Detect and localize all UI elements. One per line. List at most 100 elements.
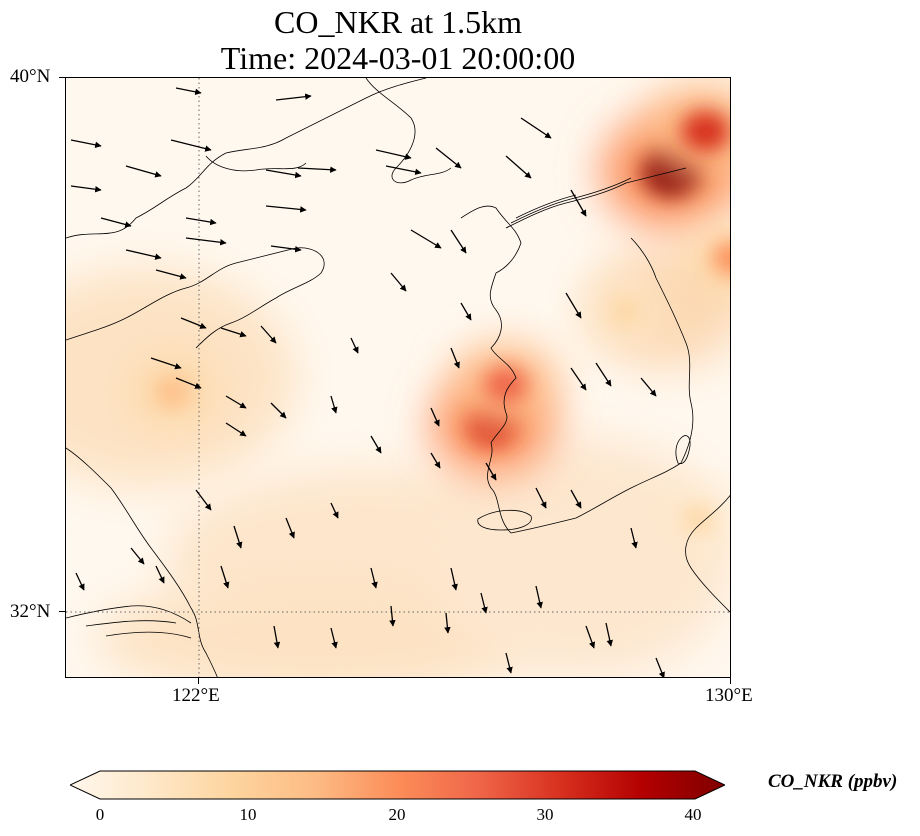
xtick-mark-122 <box>198 678 199 684</box>
wind-arrow <box>265 169 302 179</box>
wind-arrow <box>125 249 162 260</box>
xtick-label-122: 122°E <box>172 685 220 706</box>
wind-arrow <box>297 166 337 173</box>
map-title-line1: CO_NKR at 1.5km <box>274 4 522 40</box>
wind-arrow <box>430 407 440 427</box>
colorbar-tick-40: 40 <box>684 805 702 824</box>
wind-arrow <box>273 625 281 649</box>
wind-arrow <box>130 547 145 565</box>
wind-arrow <box>435 147 462 169</box>
wind-arrow <box>270 245 302 253</box>
concentration-hotspot <box>136 361 209 422</box>
map-canvas <box>66 78 730 677</box>
wind-arrow <box>585 625 596 649</box>
colorbar-tick-30: 30 <box>536 805 554 824</box>
wind-arrow <box>175 377 202 389</box>
gridlines <box>66 78 730 677</box>
wind-arrow <box>460 302 472 321</box>
wind-arrow <box>225 395 247 409</box>
wind-arrow <box>535 487 547 509</box>
wind-arrow <box>155 565 165 584</box>
wind-arrow <box>389 605 396 627</box>
wind-arrow <box>640 377 657 397</box>
wind-arrow <box>450 229 467 254</box>
wind-arrow <box>75 572 85 591</box>
wind-arrow <box>570 189 587 217</box>
wind-arrow <box>370 567 378 589</box>
ytick-label-40: 40°N <box>10 66 51 87</box>
ytick-mark-40 <box>59 77 65 78</box>
wind-arrow <box>410 229 442 249</box>
wind-arrow <box>70 139 102 149</box>
wind-arrow <box>233 525 243 549</box>
colorbar-tick-0: 0 <box>95 805 105 824</box>
colorbar-title: CO_NKR (ppbv) <box>768 771 898 792</box>
wind-arrow <box>100 217 132 228</box>
wind-arrow <box>595 362 612 387</box>
colorbar-tick-10: 10 <box>239 805 257 824</box>
ytick-label-32: 32°N <box>10 601 51 622</box>
wind-arrow <box>450 567 458 591</box>
background-concentration-patch <box>96 578 536 677</box>
wind-arrow <box>285 517 295 539</box>
wind-arrow <box>70 185 102 193</box>
wind-arrow <box>370 435 382 454</box>
wind-arrow <box>485 462 497 481</box>
concentration-hotspot <box>667 492 730 545</box>
wind-arrow <box>630 527 638 549</box>
colorbar <box>70 770 725 800</box>
wind-arrow <box>535 585 543 609</box>
wind-arrow <box>195 489 212 511</box>
map-panel <box>65 77 731 678</box>
wind-arrow <box>125 165 162 178</box>
wind-arrow <box>570 367 587 391</box>
xtick-mark-130 <box>730 678 731 684</box>
wind-arrow <box>350 337 359 354</box>
wind-arrow <box>570 489 582 509</box>
wind-arrow <box>330 627 338 649</box>
concentration-field <box>66 85 730 677</box>
wind-arrow <box>185 237 227 246</box>
concentration-hotspot <box>688 222 730 295</box>
wind-arrow <box>565 292 582 319</box>
xtick-label-130: 130°E <box>705 685 753 706</box>
concentration-hotspot <box>648 85 730 178</box>
wind-arrow <box>655 657 665 677</box>
map-title-line2: Time: 2024-03-01 20:00:00 <box>220 40 576 76</box>
wind-arrow <box>220 327 247 338</box>
wind-arrow <box>375 149 412 160</box>
wind-arrow <box>330 502 339 519</box>
wind-arrow <box>480 592 488 614</box>
colorbar-gradient <box>70 770 725 800</box>
wind-arrow <box>185 217 217 226</box>
wind-arrow <box>220 565 230 589</box>
jeju-island <box>477 509 532 531</box>
concentration-hotspot <box>591 283 660 340</box>
wind-arrow <box>505 155 532 179</box>
wind-arrow <box>390 272 407 292</box>
wind-arrow <box>430 452 441 469</box>
wind-arrow <box>225 422 247 437</box>
wind-arrow <box>450 347 460 369</box>
wind-vectors <box>70 87 665 677</box>
wind-arrow <box>150 357 182 370</box>
wind-arrow <box>385 165 422 176</box>
wind-arrow <box>155 269 187 280</box>
concentration-hotspot <box>455 344 557 427</box>
background-concentration-patch <box>436 438 730 677</box>
wind-arrow <box>270 402 287 419</box>
wind-arrow <box>170 139 212 152</box>
wind-arrow <box>175 87 202 96</box>
wind-arrow <box>520 117 552 139</box>
wind-arrow <box>330 395 338 414</box>
wind-arrow <box>605 622 613 647</box>
wind-arrow <box>265 205 307 213</box>
wind-arrow <box>444 612 451 634</box>
wind-arrow <box>505 652 513 674</box>
coastline <box>66 78 730 677</box>
wind-arrow <box>275 93 312 101</box>
wind-arrow <box>260 325 277 344</box>
wind-arrow <box>180 317 207 329</box>
ytick-mark-32 <box>59 611 65 612</box>
colorbar-tick-20: 20 <box>388 805 406 824</box>
